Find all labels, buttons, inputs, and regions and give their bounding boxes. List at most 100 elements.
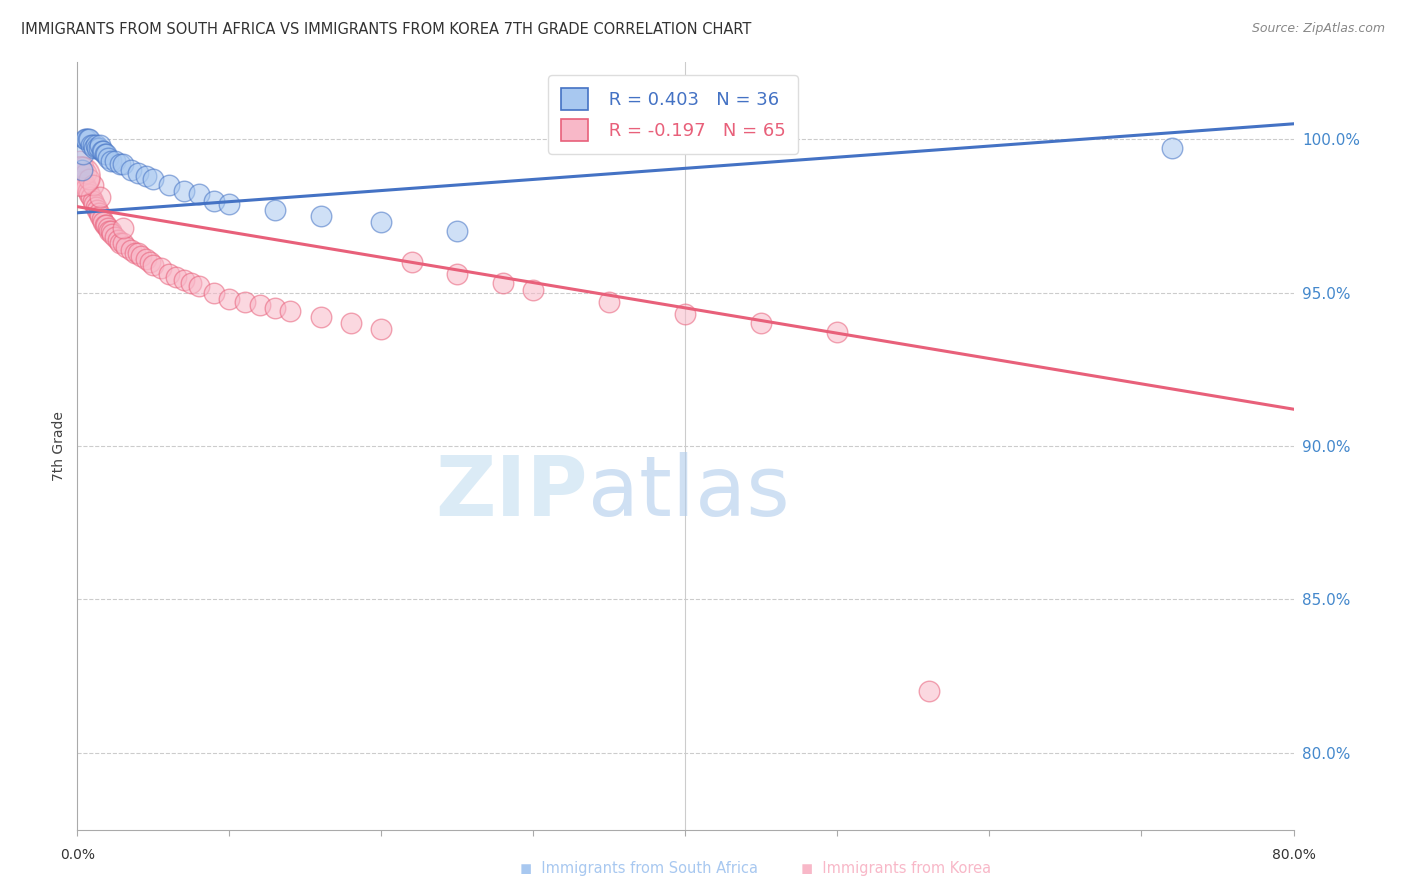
Point	[100, 224, 122, 238]
Text: IMMIGRANTS FROM SOUTH AFRICA VS IMMIGRANTS FROM KOREA 7TH GRADE CORRELATION CHAR: IMMIGRANTS FROM SOUTH AFRICA VS IMMIGRAN…	[21, 22, 751, 37]
Legend:  R = 0.403   N = 36,  R = -0.197   N = 65: R = 0.403 N = 36, R = -0.197 N = 65	[548, 75, 799, 153]
Point	[93, 147, 115, 161]
Text: atlas: atlas	[588, 451, 790, 533]
Text: ZIP: ZIP	[436, 451, 588, 533]
Point	[75, 166, 97, 180]
Point	[79, 132, 101, 146]
Text: 80.0%: 80.0%	[1271, 848, 1316, 862]
Point	[142, 258, 165, 272]
Point	[101, 227, 124, 242]
Point	[264, 301, 287, 315]
Text: ◼  Immigrants from Korea: ◼ Immigrants from Korea	[801, 861, 991, 876]
Point	[309, 209, 332, 223]
Point	[218, 292, 240, 306]
Point	[129, 249, 152, 263]
Point	[827, 326, 849, 340]
Point	[111, 157, 134, 171]
Point	[97, 221, 120, 235]
Point	[89, 190, 111, 204]
Point	[233, 294, 256, 309]
Point	[202, 194, 225, 208]
Point	[70, 169, 93, 183]
Point	[100, 153, 122, 168]
Point	[446, 224, 468, 238]
Point	[75, 132, 97, 146]
Point	[157, 267, 180, 281]
Point	[370, 215, 392, 229]
Point	[73, 132, 96, 146]
Point	[89, 138, 111, 153]
Point	[218, 196, 240, 211]
Point	[188, 187, 211, 202]
Point	[120, 162, 142, 177]
Point	[149, 260, 172, 275]
Point	[80, 138, 103, 153]
Point	[446, 267, 468, 281]
Point	[202, 285, 225, 300]
Point	[83, 141, 105, 155]
Point	[108, 236, 131, 251]
Point	[370, 322, 392, 336]
Point	[492, 277, 515, 291]
Point	[82, 138, 104, 153]
Point	[173, 273, 195, 287]
Point	[340, 316, 363, 330]
Point	[89, 209, 111, 223]
Point	[751, 316, 773, 330]
Point	[598, 294, 620, 309]
Point	[90, 145, 112, 159]
Point	[124, 245, 146, 260]
Point	[87, 141, 110, 155]
Point	[77, 184, 100, 198]
Point	[86, 141, 108, 155]
Point	[82, 178, 104, 193]
Point	[77, 132, 100, 146]
Point	[918, 684, 941, 698]
Point	[135, 169, 157, 183]
Point	[107, 234, 129, 248]
Point	[83, 196, 105, 211]
Point	[73, 178, 96, 193]
Point	[104, 153, 127, 168]
Point	[188, 279, 211, 293]
Point	[96, 147, 118, 161]
Point	[69, 153, 91, 168]
Point	[120, 243, 142, 257]
Point	[127, 166, 149, 180]
Point	[165, 270, 187, 285]
Text: Source: ZipAtlas.com: Source: ZipAtlas.com	[1251, 22, 1385, 36]
Point	[72, 160, 94, 174]
Point	[93, 218, 115, 232]
Point	[675, 307, 697, 321]
Point	[111, 221, 134, 235]
Point	[87, 206, 110, 220]
Point	[79, 187, 101, 202]
Point	[111, 236, 134, 251]
Point	[401, 255, 423, 269]
Point	[173, 184, 195, 198]
Point	[104, 230, 127, 244]
Point	[86, 202, 108, 217]
Point	[139, 255, 162, 269]
Point	[127, 245, 149, 260]
Point	[96, 218, 118, 232]
Point	[91, 145, 114, 159]
Point	[135, 252, 157, 266]
Point	[79, 172, 101, 186]
Point	[80, 190, 103, 204]
Point	[84, 138, 107, 153]
Point	[108, 157, 131, 171]
Point	[90, 211, 112, 226]
Point	[249, 298, 271, 312]
Point	[142, 172, 165, 186]
Point	[69, 162, 91, 177]
Point	[278, 304, 301, 318]
Text: 0.0%: 0.0%	[60, 848, 94, 862]
Point	[522, 283, 544, 297]
Point	[180, 277, 202, 291]
Point	[72, 175, 94, 189]
Point	[82, 194, 104, 208]
Y-axis label: 7th Grade: 7th Grade	[52, 411, 66, 481]
Point	[70, 162, 93, 177]
Point	[84, 200, 107, 214]
